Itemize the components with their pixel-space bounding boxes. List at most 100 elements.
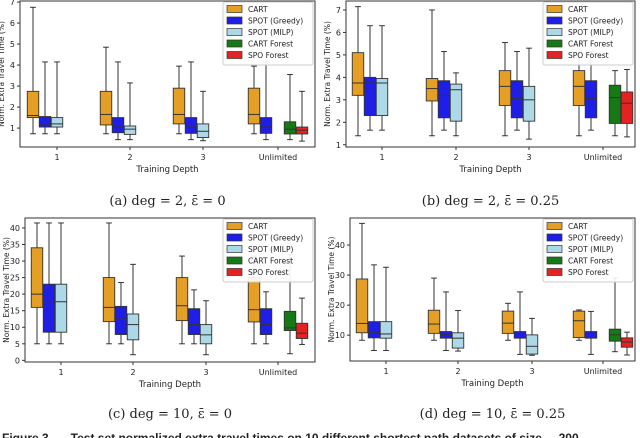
chart-panel-b: 1 2 3 4 5 6 7 1 2 3 Unlimited Training Depth Norm. E… <box>323 0 636 209</box>
box-cart-2 <box>427 277 441 341</box>
legend-frame <box>222 1 314 66</box>
y-tick-label: 5 <box>336 51 341 60</box>
subfigure-caption: (d) deg = 10, ε̄ = 0.25 <box>420 407 566 422</box>
legend-label: CART <box>568 5 588 14</box>
legend-swatch <box>546 268 563 276</box>
legend-label: CART <box>248 222 268 231</box>
box-spot-milp--2 <box>449 72 463 137</box>
box-spot-milp--3 <box>525 317 539 356</box>
box-spot-greedy--1 <box>367 264 381 351</box>
box <box>367 321 381 339</box>
legend-label: SPOT (MILP) <box>568 245 613 254</box>
x-tick-label: 2 <box>453 153 458 162</box>
box-cart-3 <box>172 65 186 135</box>
x-tick-label: 3 <box>526 153 531 162</box>
x-tick-label: 3 <box>203 368 208 377</box>
box-spot-greedy--3 <box>510 51 524 131</box>
y-tick-label: 20 <box>335 301 345 310</box>
y-tick-label: 2 <box>336 118 341 127</box>
legend: CART SPOT (Greedy) SPOT (MILP) CART Forest S… <box>542 218 634 283</box>
box <box>425 78 439 102</box>
box-cart-3 <box>501 302 515 341</box>
box-cart-forest-unlimited <box>283 253 297 355</box>
chart-panel-d: 10 20 30 40 1 2 3 Unlimited Training Depth Norm. … <box>327 217 636 422</box>
legend-label: SPOT (MILP) <box>248 28 293 37</box>
subfigure-caption: (a) deg = 2, ε̄ = 0 <box>109 194 225 209</box>
box-spot-greedy--3 <box>184 61 198 141</box>
box <box>525 334 539 355</box>
box-spot-greedy--2 <box>114 282 128 345</box>
box-cart-forest-unlimited <box>283 74 297 141</box>
x-tick-label: 2 <box>130 368 135 377</box>
y-tick-label: 4 <box>336 73 341 82</box>
legend-frame <box>222 218 314 283</box>
box-spot-greedy--2 <box>437 51 451 131</box>
legend-swatch <box>226 39 243 48</box>
legend-label: SPO Forest <box>568 268 609 277</box>
y-tick-label: 30 <box>10 257 20 266</box>
legend-label: SPO Forest <box>248 51 289 60</box>
legend-label: CART <box>248 5 268 14</box>
box <box>584 80 598 119</box>
box <box>522 85 536 122</box>
box <box>439 331 453 339</box>
legend-swatch <box>226 233 243 242</box>
box-spot-greedy--1 <box>38 61 52 135</box>
box-spot-greedy--1 <box>363 25 377 131</box>
box-cart-2 <box>425 9 439 137</box>
legend-swatch <box>226 28 243 36</box>
legend: CART SPOT (Greedy) SPOT (MILP) CART Forest S… <box>222 218 314 283</box>
box <box>247 277 261 323</box>
box-spot-greedy--3 <box>187 289 201 345</box>
y-tick-label: 2 <box>10 103 15 112</box>
box <box>196 123 210 138</box>
y-tick-label: 7 <box>10 0 15 7</box>
box <box>199 324 213 345</box>
box-cart-3 <box>175 255 189 345</box>
legend-swatch <box>226 51 243 59</box>
y-tick-label: 1 <box>336 141 341 150</box>
box-spot-milp--3 <box>196 90 210 142</box>
box <box>54 283 68 333</box>
box-cart-1 <box>351 6 365 137</box>
x-tick-label: Unlimited <box>584 367 623 376</box>
x-tick-label: 1 <box>54 153 59 162</box>
legend-swatch <box>546 28 563 36</box>
box <box>449 83 463 122</box>
legend-label: SPOT (Greedy) <box>568 17 623 26</box>
x-tick-label: Unlimited <box>259 368 298 377</box>
box-cart-2 <box>99 46 113 135</box>
box <box>111 117 125 134</box>
legend-swatch <box>546 39 563 48</box>
box <box>259 117 273 134</box>
box <box>510 80 524 119</box>
box-spot-milp--3 <box>522 47 536 140</box>
box-spot-greedy--1 <box>42 222 56 345</box>
box <box>620 91 634 124</box>
legend-label: CART <box>568 222 588 231</box>
x-tick-label: Unlimited <box>259 153 298 162</box>
box <box>572 70 586 106</box>
box-spot-milp--3 <box>199 300 213 356</box>
box <box>295 322 309 339</box>
y-tick-label: 25 <box>10 274 20 283</box>
box <box>184 117 198 134</box>
box-spot-milp--2 <box>126 263 140 356</box>
y-tick-label: 4 <box>10 61 15 70</box>
legend-swatch <box>546 222 563 230</box>
legend-frame <box>542 218 634 283</box>
x-axis-label: Training Depth <box>458 165 521 175</box>
legend: CART SPOT (Greedy) SPOT (MILP) CART Forest S… <box>542 1 634 66</box>
x-tick-label: Unlimited <box>584 153 623 162</box>
box-spo-forest-unlimited <box>620 331 634 356</box>
y-tick-label: 5 <box>15 340 20 349</box>
chart-panel-c: 0 5 10 15 20 25 30 35 40 1 2 3 Unlimited Training Dep… <box>2 217 316 422</box>
y-axis-label: Norm. Extra Travel Time (%) <box>327 237 336 343</box>
y-tick-label: 10 <box>10 323 20 332</box>
legend-swatch <box>226 268 243 276</box>
legend-swatch <box>546 16 563 25</box>
box <box>175 277 189 322</box>
y-tick-label: 6 <box>336 28 341 37</box>
